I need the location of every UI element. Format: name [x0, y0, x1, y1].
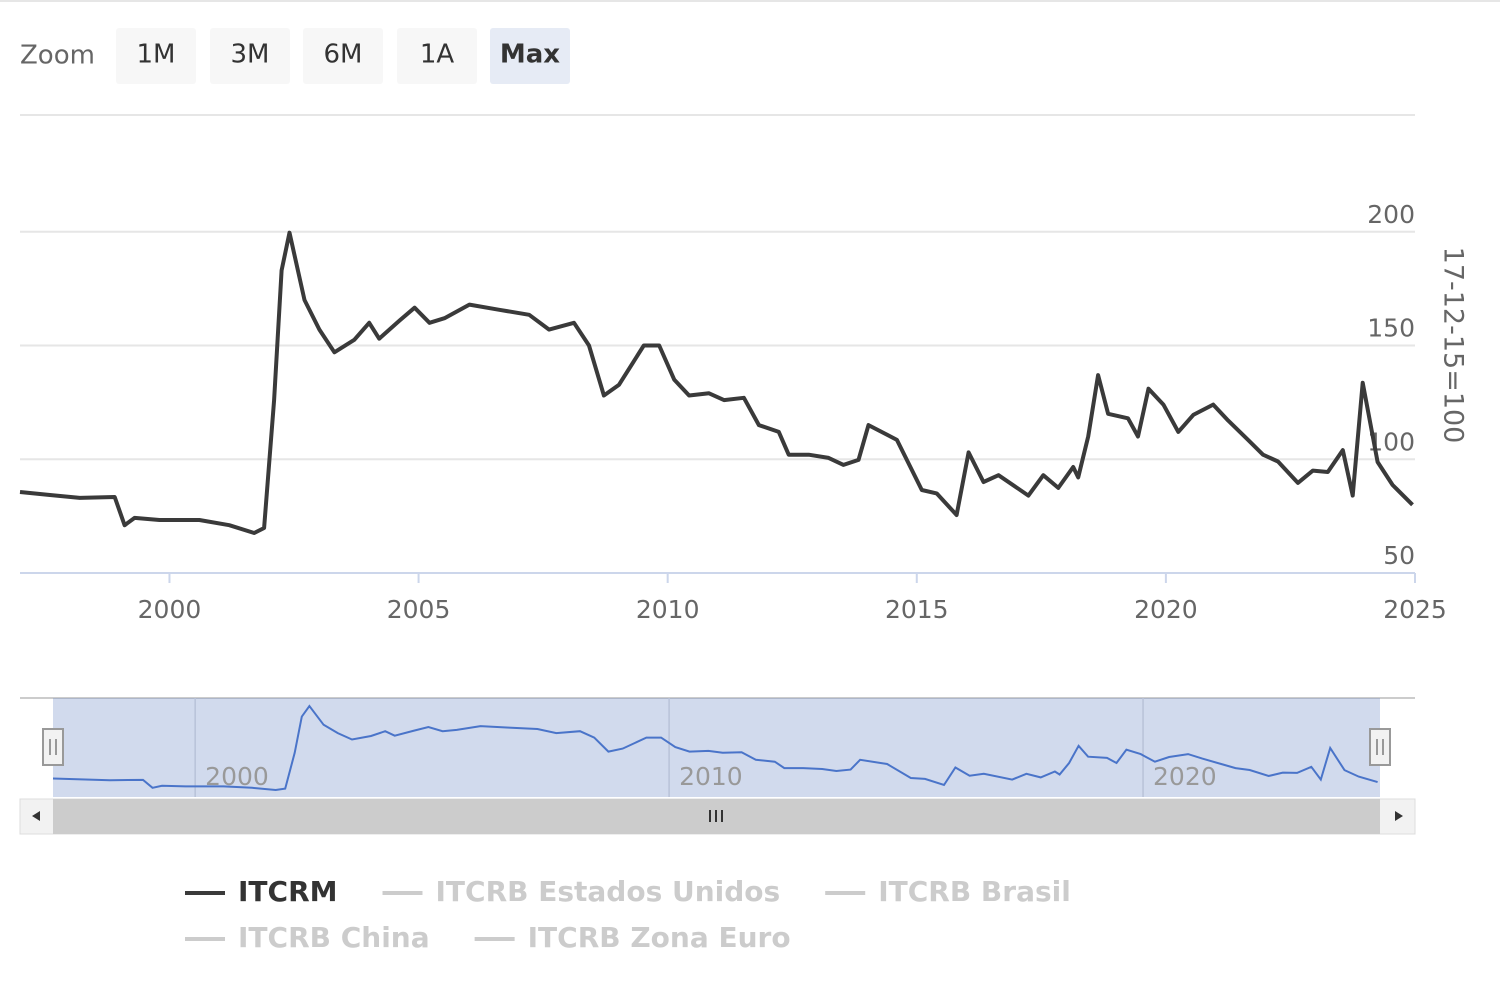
- legend-label[interactable]: ITCRB Estados Unidos: [436, 875, 781, 908]
- scroll-left-arrow[interactable]: [32, 811, 40, 821]
- navigator-handle[interactable]: [42, 728, 64, 766]
- zoom-button-label[interactable]: Max: [500, 40, 560, 70]
- legend-item[interactable]: ITCRB Brasil: [825, 875, 1071, 908]
- legend-label[interactable]: ITCRB Zona Euro: [528, 921, 791, 954]
- zoom-button-label[interactable]: 1A: [420, 40, 455, 70]
- zoom-button[interactable]: [210, 28, 290, 84]
- legend-label[interactable]: ITCRB Brasil: [878, 875, 1071, 908]
- zoom-button-label[interactable]: 6M: [324, 40, 363, 70]
- y-axis-label: 17-12-15=100: [1438, 247, 1469, 444]
- x-tick-label: 2015: [885, 595, 949, 624]
- x-tick-label: 2010: [636, 595, 700, 624]
- y-tick-label: 150: [1367, 314, 1415, 343]
- x-tick-label: 2005: [387, 595, 451, 624]
- navigator-handle[interactable]: [1369, 728, 1391, 766]
- x-tick-label: 2000: [138, 595, 202, 624]
- legend-label[interactable]: ITCRB China: [238, 921, 430, 954]
- x-tick-label: 2020: [1134, 595, 1198, 624]
- zoom-button-label[interactable]: 3M: [231, 40, 270, 70]
- legend-label[interactable]: ITCRM: [238, 875, 338, 908]
- scroll-right-arrow[interactable]: [1395, 811, 1403, 821]
- series-line: [19, 230, 1414, 535]
- y-tick-label: 200: [1367, 200, 1415, 229]
- legend-item[interactable]: ITCRM: [185, 875, 338, 908]
- zoom-button-label[interactable]: 1M: [137, 40, 176, 70]
- x-tick-label: 2025: [1383, 595, 1447, 624]
- legend-item[interactable]: ITCRB Zona Euro: [474, 921, 791, 954]
- legend-item[interactable]: ITCRB China: [185, 921, 430, 954]
- navigator-tick-label: 2010: [679, 762, 743, 791]
- zoom-button[interactable]: [116, 28, 196, 84]
- zoom-button[interactable]: [303, 28, 383, 84]
- legend-item[interactable]: ITCRB Estados Unidos: [382, 875, 781, 908]
- zoom-button[interactable]: [397, 28, 477, 84]
- zoom-button[interactable]: [490, 28, 570, 84]
- navigator-line: [52, 704, 1378, 792]
- y-tick-label: 50: [1383, 541, 1415, 570]
- navigator-tick-label: 2020: [1153, 762, 1217, 791]
- navigator-mask: [53, 698, 1380, 797]
- zoom-label: Zoom: [20, 41, 95, 71]
